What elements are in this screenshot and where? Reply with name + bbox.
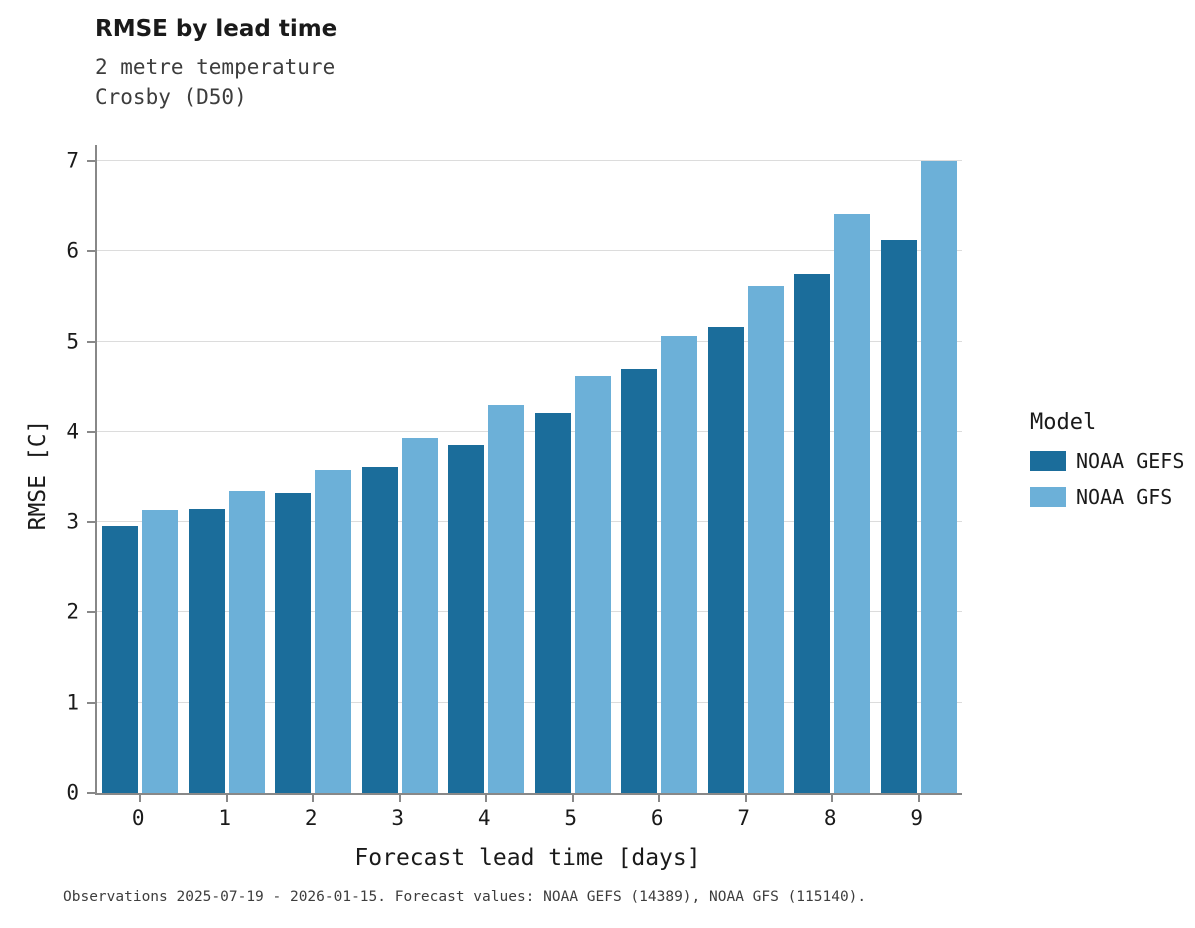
x-tick-mark-1 (225, 795, 228, 802)
bar-noaa-gfs-day-7 (747, 285, 784, 793)
bar-noaa-gfs-day-9 (920, 161, 957, 793)
y-tick-label-1: 1 (66, 690, 79, 715)
x-tick-label-5: 5 (564, 806, 578, 830)
bar-group-day-9 (876, 145, 963, 793)
x-tick-label-0: 0 (131, 806, 145, 830)
legend-label: NOAA GFS (1076, 485, 1173, 509)
chart-subtitle: 2 metre temperature Crosby (D50) (95, 52, 335, 112)
y-tick-label-3: 3 (66, 509, 79, 534)
x-tick-mark-8 (831, 795, 834, 802)
y-tick-mark-7 (87, 160, 95, 162)
legend: Model NOAA GEFS NOAA GFS (1030, 410, 1184, 521)
plot-area: 0 1 2 3 4 5 6 7 (66, 145, 962, 803)
x-tick-mark-0 (139, 795, 142, 802)
y-tick-mark-2 (87, 611, 95, 614)
x-tick-mark-9 (917, 795, 920, 802)
y-tick-label-6: 6 (66, 238, 79, 263)
y-tick-mark-0 (87, 792, 95, 794)
bar-noaa-gefs-day-1 (188, 508, 225, 793)
legend-entries: NOAA GEFS NOAA GFS (1030, 449, 1184, 509)
x-tick-label-9: 9 (910, 806, 924, 830)
x-tick-label-6: 6 (650, 806, 664, 830)
gridline-7 (97, 160, 962, 161)
bar-group-day-1 (184, 145, 271, 793)
legend-entry-noaa-gefs: NOAA GEFS (1030, 449, 1184, 473)
x-tick-label-3: 3 (391, 806, 405, 830)
legend-title: Model (1030, 410, 1097, 435)
y-tick-label-5: 5 (66, 329, 79, 354)
bar-group-day-4 (443, 145, 530, 793)
x-tick-label-8: 8 (823, 806, 837, 830)
chart-subtitle-line-1: 2 metre temperature (95, 55, 336, 79)
gridline-1 (97, 701, 962, 703)
x-tick-mark-7 (744, 795, 747, 802)
gridline-4 (97, 430, 962, 432)
bar-noaa-gfs-day-8 (834, 214, 871, 793)
bar-group-day-6 (616, 145, 703, 793)
bar-noaa-gfs-day-6 (661, 336, 698, 793)
x-axis-tick-labels: 0 1 2 3 4 5 6 7 8 9 (95, 806, 960, 830)
bar-noaa-gefs-day-4 (448, 444, 485, 793)
bar-group-day-8 (789, 145, 876, 793)
y-tick-mark-4 (87, 430, 95, 433)
bar-group-day-2 (270, 145, 357, 793)
y-tick-mark-1 (87, 701, 95, 704)
gridline-5 (97, 340, 962, 342)
gridline-6 (97, 250, 962, 252)
bar-noaa-gfs-day-0 (142, 509, 179, 793)
bar-noaa-gefs-day-0 (102, 525, 139, 793)
x-tick-mark-6 (658, 795, 661, 802)
x-tick-label-4: 4 (477, 806, 491, 830)
bar-noaa-gfs-day-1 (228, 491, 265, 793)
legend-swatch-noaa-gfs (1030, 487, 1066, 507)
bar-noaa-gfs-day-2 (315, 469, 352, 793)
x-tick-label-2: 2 (304, 806, 318, 830)
y-tick-mark-5 (87, 340, 95, 343)
gridline-2 (97, 611, 962, 613)
x-tick-label-1: 1 (218, 806, 232, 830)
chart-title: RMSE by lead time (95, 16, 338, 42)
bar-noaa-gefs-day-9 (880, 239, 917, 793)
chart-subtitle-line-2: Crosby (D50) (95, 85, 247, 109)
footer-caption: Observations 2025-07-19 - 2026-01-15. Fo… (63, 889, 867, 905)
x-tick-mark-2 (312, 795, 315, 802)
y-tick-mark-6 (87, 250, 95, 253)
bar-noaa-gfs-day-3 (401, 438, 438, 793)
bar-noaa-gfs-day-5 (574, 375, 611, 793)
legend-entry-noaa-gfs: NOAA GFS (1030, 485, 1184, 509)
legend-swatch-noaa-gefs (1030, 451, 1066, 471)
bar-group-day-7 (703, 145, 790, 793)
y-tick-label-0: 0 (66, 780, 79, 805)
y-tick-label-4: 4 (66, 419, 79, 444)
x-axis-title: Forecast lead time [days] (354, 845, 701, 871)
bar-noaa-gefs-day-2 (275, 493, 312, 793)
bar-noaa-gfs-day-4 (488, 404, 525, 793)
bar-group-day-5 (530, 145, 617, 793)
gridline-3 (97, 521, 962, 523)
bar-noaa-gefs-day-6 (621, 368, 658, 793)
y-tick-label-2: 2 (66, 599, 79, 624)
bar-noaa-gefs-day-8 (794, 273, 831, 793)
x-tick-mark-5 (571, 795, 574, 802)
x-tick-label-7: 7 (737, 806, 751, 830)
bar-group-day-3 (357, 145, 444, 793)
x-tick-mark-4 (485, 795, 488, 802)
bar-groups (97, 145, 962, 793)
x-tick-mark-3 (398, 795, 401, 802)
bar-group-day-0 (97, 145, 184, 793)
bar-noaa-gefs-day-5 (534, 412, 571, 793)
legend-label: NOAA GEFS (1076, 449, 1185, 473)
y-axis-title: RMSE [C] (25, 419, 51, 531)
bar-noaa-gefs-day-3 (361, 467, 398, 793)
y-tick-mark-3 (87, 521, 95, 524)
y-tick-label-7: 7 (66, 148, 79, 173)
bar-noaa-gefs-day-7 (707, 327, 744, 793)
